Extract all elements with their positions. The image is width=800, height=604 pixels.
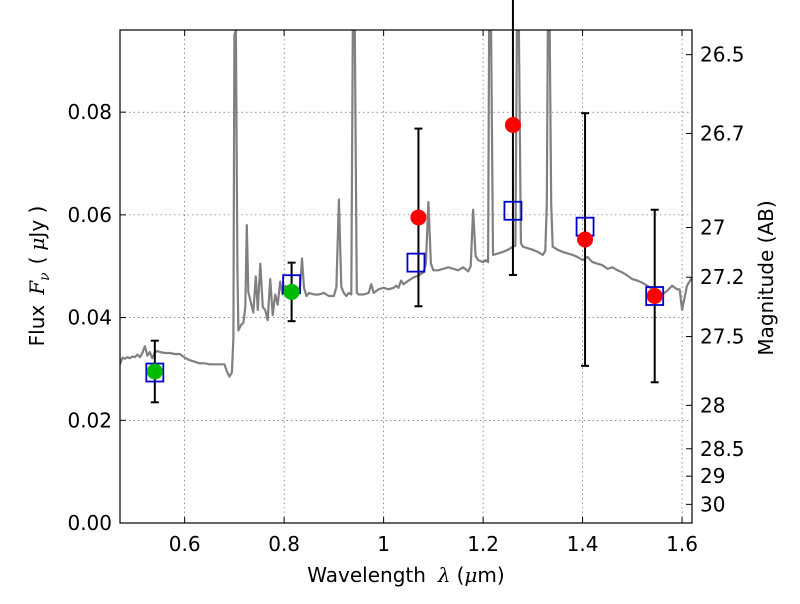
magnitude-tick-label: 28.5	[700, 437, 745, 461]
x-tick-label: 1	[377, 532, 390, 556]
photometry-point	[646, 288, 663, 305]
x-axis-title: Wavelength λ (μm)	[307, 563, 504, 587]
x-tick-label: 0.8	[268, 532, 300, 556]
photometry-point	[504, 117, 521, 134]
magnitude-tick-label: 27.2	[700, 265, 745, 289]
magnitude-tick-label: 28	[700, 393, 725, 417]
photometry-point	[283, 283, 300, 300]
magnitude-tick-label: 26.7	[700, 121, 745, 145]
magnitude-axis: 26.5 26.7 27 27.2 27.5 28 28.5 29 30	[686, 43, 745, 516]
y-tick-label: 0.02	[67, 408, 112, 432]
x-axis: 0.6 0.8 1 1.2 1.4 1.6	[169, 30, 698, 556]
magnitude-tick-label: 27	[700, 215, 725, 239]
spectrum-series	[120, 30, 692, 378]
model-photometry-series	[145, 200, 665, 383]
magnitude-axis-title: Magnitude (AB)	[754, 200, 778, 355]
observed-photometry-series	[146, 117, 663, 380]
magnitude-tick-label: 30	[700, 492, 725, 516]
model-square-point	[503, 200, 523, 221]
y-axis-title: FluxFν(μJy )	[25, 206, 53, 347]
magnitude-tick-label: 27.5	[700, 325, 745, 349]
y-tick-label: 0.00	[67, 511, 112, 535]
y-tick-label: 0.08	[67, 100, 112, 124]
x-tick-label: 1.6	[666, 532, 698, 556]
magnitude-tick-label: 29	[700, 464, 725, 488]
photometry-point	[410, 209, 427, 226]
photometry-point	[577, 231, 594, 248]
photometry-point	[146, 363, 163, 380]
plot-frame	[119, 29, 693, 524]
x-tick-label: 1.2	[467, 532, 499, 556]
y-axis: 0.00 0.02 0.04 0.06 0.08	[67, 100, 126, 535]
grid	[120, 30, 692, 524]
y-tick-label: 0.04	[67, 306, 112, 330]
spectrum-line	[120, 30, 692, 378]
model-square-point	[645, 286, 665, 306]
x-tick-label: 1.4	[567, 532, 599, 556]
x-tick-label: 0.6	[169, 532, 201, 556]
magnitude-tick-label: 26.5	[700, 43, 745, 67]
model-square-point	[406, 252, 426, 273]
y-tick-label: 0.06	[67, 203, 112, 227]
